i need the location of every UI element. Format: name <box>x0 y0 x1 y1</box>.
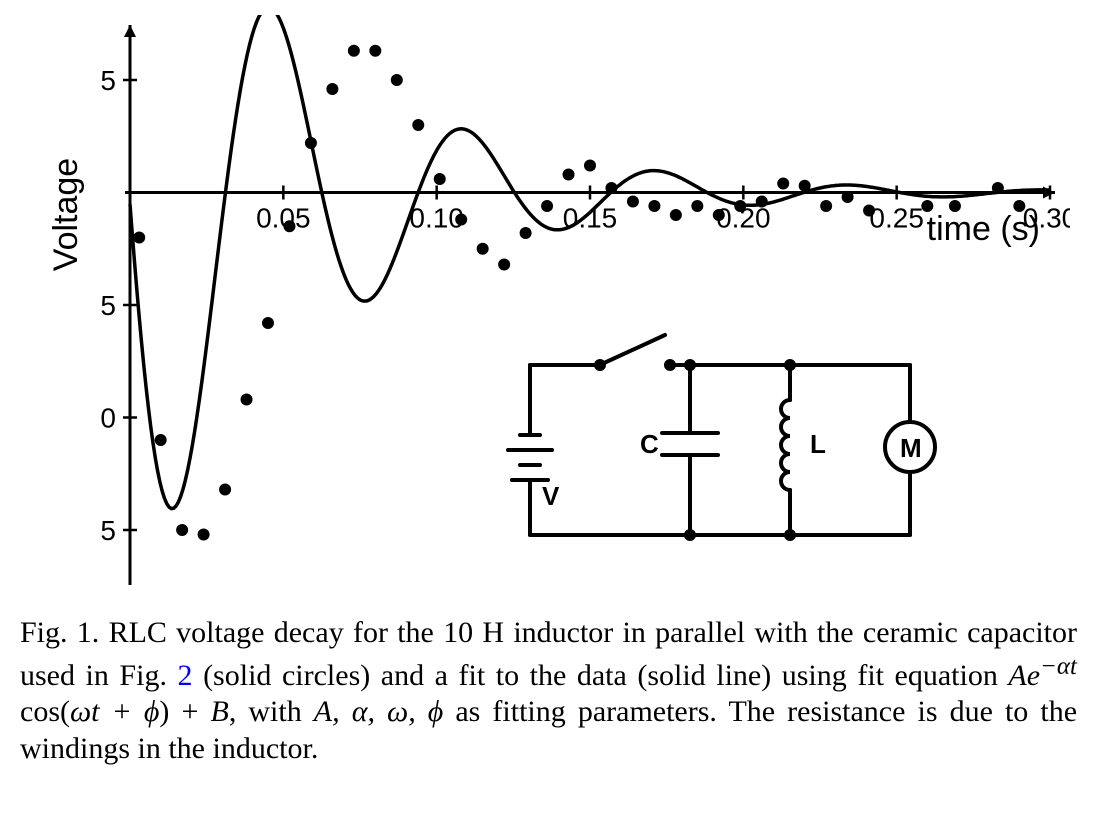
circuit-l-label: L <box>810 429 826 459</box>
fig-ref-link[interactable]: 2 <box>178 659 193 692</box>
circuit-c-label: C <box>640 429 659 459</box>
svg-text:- 15: - 15 <box>100 515 116 546</box>
circuit-m-label: M <box>900 433 922 463</box>
circuit-v-label: V <box>542 481 560 511</box>
svg-text:0.25: 0.25 <box>869 203 924 234</box>
eq-with: , with <box>229 695 314 728</box>
chart-region: Voltage time (s) 0.050.100.150.200.250.3… <box>20 15 1070 595</box>
svg-text:- 10: - 10 <box>100 403 116 434</box>
svg-text:5: 5 <box>100 65 116 96</box>
fig-label: Fig. 1. <box>20 616 99 649</box>
figure-caption: Fig. 1. RLC voltage decay for the 10 H i… <box>20 615 1077 767</box>
svg-text:0.05: 0.05 <box>256 203 311 234</box>
eq-params: A, α, ω, ϕ <box>314 695 444 728</box>
eq-B: B <box>210 695 228 728</box>
eq-exp: −αt <box>1040 653 1077 680</box>
circuit-diagram: V C L M <box>490 305 950 565</box>
svg-text:0.30: 0.30 <box>1023 203 1070 234</box>
eq-cos: cos( <box>20 695 70 728</box>
eq-arg: ωt + ϕ <box>70 695 159 728</box>
eq-close: ) + <box>159 695 210 728</box>
y-axis-label: Voltage <box>47 158 86 271</box>
eq-A: Ae <box>1008 659 1040 692</box>
svg-text:- 5: - 5 <box>100 290 116 321</box>
caption-mid: (solid circles) and a fit to the data (s… <box>193 659 1009 692</box>
svg-text:0.15: 0.15 <box>563 203 618 234</box>
